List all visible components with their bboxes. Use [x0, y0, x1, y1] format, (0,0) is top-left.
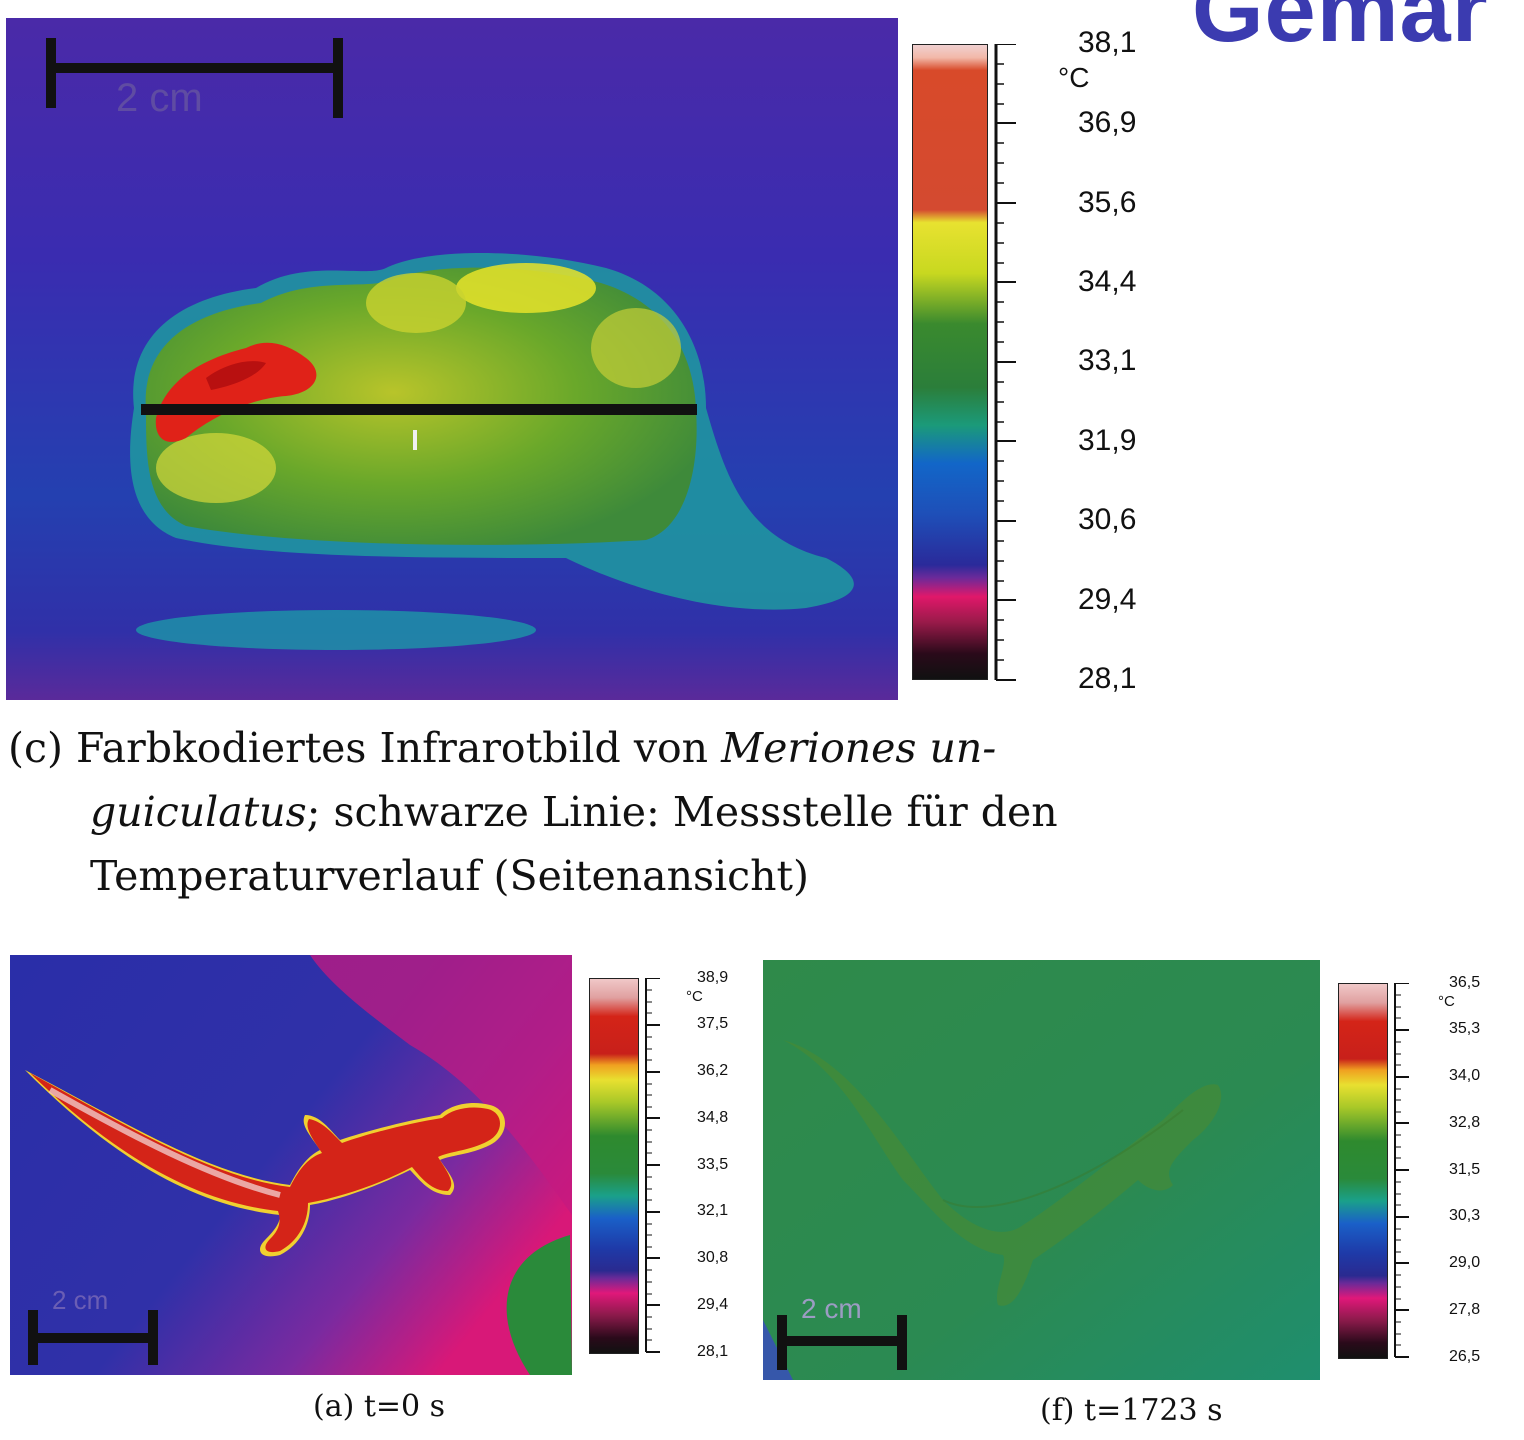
colorbar-c-tick: 36,9: [1078, 106, 1137, 139]
colorbar-f-tick: 26,5: [1449, 1348, 1481, 1365]
colorbar-c-tick: 35,6: [1078, 186, 1137, 219]
colorbar-a-unit: °C: [686, 988, 703, 1005]
colorbar-f-tick: 34,0: [1449, 1067, 1481, 1084]
figure-c-caption: (c) Farbkodiertes Infrarotbild von Merio…: [8, 716, 1148, 908]
colorbar-f-tick: 29,0: [1449, 1254, 1481, 1271]
scale-bar-label: 2 cm: [52, 1285, 109, 1315]
colorbar-a-tick: 36,2: [697, 1062, 729, 1079]
colorbar-f-tick: 35,3: [1449, 1020, 1481, 1037]
colorbar-a-tick: 29,4: [697, 1296, 729, 1313]
caption-c-species-1: Meriones un-: [721, 724, 997, 772]
colorbar-f-tick: 32,8: [1449, 1114, 1481, 1131]
slide-title-fragment: Gemar: [1192, 0, 1489, 61]
colorbar-c-unit: °C: [1058, 62, 1090, 93]
thermal-image-salamander-t1723: 2 cm: [763, 960, 1320, 1380]
colorbar-c-axis: [994, 44, 1016, 681]
colorbar-f-axis: [1394, 983, 1409, 1358]
caption-c-prefix: (c) Farbkodiertes Infrarotbild von: [8, 724, 722, 772]
colorbar-f-tick: 36,5: [1449, 974, 1481, 991]
colorbar-a-tick: 37,5: [697, 1015, 729, 1032]
colorbar-a-tick: 30,8: [697, 1249, 729, 1266]
colorbar-a-tick: 28,1: [697, 1343, 729, 1360]
colorbar-c: [912, 44, 988, 680]
caption-c-line2: ; schwarze Linie: Messstelle für den: [306, 788, 1058, 836]
thermal-image-salamander-t0: 2 cm: [10, 955, 572, 1375]
colorbar-c-tick: 31,9: [1078, 424, 1137, 457]
figure-f-caption: (f) t=1723 s: [1040, 1393, 1223, 1428]
colorbar-c-tick: 38,1: [1078, 26, 1137, 59]
colorbar-c-tick: 28,1: [1078, 662, 1137, 695]
colorbar-a-tick: 33,5: [697, 1156, 729, 1173]
caption-c-species-2: guiculatus: [90, 788, 307, 836]
colorbar-c-tick: 30,6: [1078, 503, 1137, 536]
colorbar-c-tick: 29,4: [1078, 583, 1137, 616]
scale-bar-label: 2 cm: [801, 1293, 862, 1324]
colorbar-a: [589, 978, 639, 1354]
colorbar-a-tick: 34,8: [697, 1109, 729, 1126]
colorbar-c-tick: 34,4: [1078, 265, 1137, 298]
colorbar-f-tick: 27,8: [1449, 1301, 1481, 1318]
colorbar-f-unit: °C: [1438, 993, 1455, 1010]
caption-c-line3: Temperaturverlauf (Seitenansicht): [90, 852, 809, 900]
colorbar-a-tick: 32,1: [697, 1202, 729, 1219]
figure-a-caption: (a) t=0 s: [313, 1389, 446, 1424]
thermal-image-gerbil: 2 cm: [6, 18, 898, 700]
colorbar-f-tick: 31,5: [1449, 1161, 1481, 1178]
colorbar-a-axis: [645, 978, 660, 1353]
colorbar-f-tick: 30,3: [1449, 1207, 1481, 1224]
scale-bar-label: 2 cm: [116, 76, 203, 120]
colorbar-a-tick: 38,9: [697, 969, 729, 986]
colorbar-c-tick: 33,1: [1078, 344, 1137, 377]
colorbar-f: [1338, 983, 1388, 1359]
